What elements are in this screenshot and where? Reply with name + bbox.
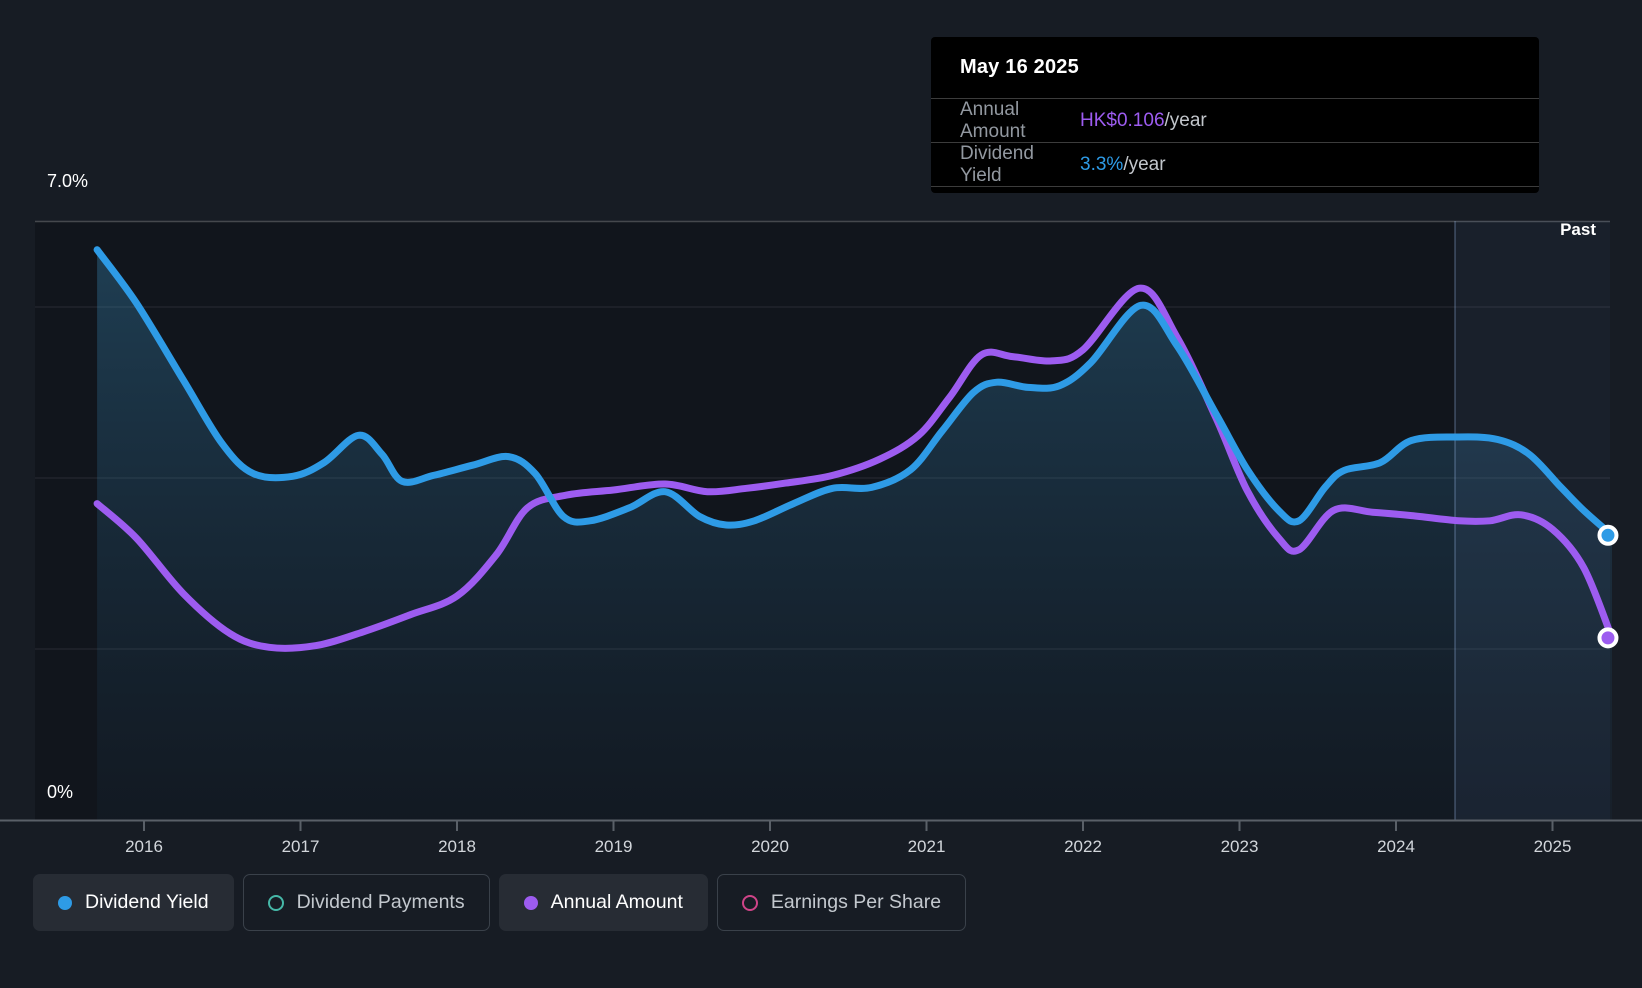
- annual-amount-swatch-icon: [523, 895, 538, 910]
- earnings-per-share-swatch-icon: [741, 894, 758, 911]
- legend-label-dividend-payments: Dividend Payments: [296, 891, 465, 913]
- tooltip-row-annual-amount: Annual Amount HK$0.106 /year: [931, 99, 1539, 143]
- legend-label-earnings-per-share: Earnings Per Share: [770, 891, 942, 913]
- dividend-yield-curve: [93, 246, 1616, 539]
- x-axis-label: 2018: [438, 837, 476, 856]
- legend-item-dividend-payments[interactable]: Dividend Payments: [242, 874, 490, 931]
- y-axis-max-label: 7.0%: [47, 171, 89, 191]
- legend-label-dividend-yield: Dividend Yield: [85, 891, 209, 913]
- y-axis-min-label: 0%: [47, 782, 74, 802]
- tooltip-dividend-yield-label: Dividend Yield: [960, 142, 1034, 186]
- x-axis-label: 2019: [594, 837, 633, 856]
- dividend-yield-area-fill: [97, 249, 1613, 820]
- x-axis-label: 2017: [281, 837, 320, 856]
- tooltip-annual-amount-suffix: /year: [1164, 109, 1207, 131]
- tooltip-date: May 16 2025: [931, 37, 1539, 99]
- dividend-payments-swatch-icon: [267, 894, 284, 911]
- x-axis-label: 2025: [1533, 837, 1572, 856]
- x-axis-ticks: [143, 821, 1554, 831]
- annual-amount-endpoint-marker: [1597, 627, 1619, 649]
- legend-item-earnings-per-share[interactable]: Earnings Per Share: [716, 874, 967, 931]
- dividend-yield-swatch-icon: [58, 895, 72, 910]
- legend-label-annual-amount: Annual Amount: [550, 891, 683, 913]
- x-axis-label: 2020: [751, 837, 789, 856]
- past-label: Past: [1560, 220, 1596, 239]
- x-axis-label: 2023: [1220, 837, 1259, 856]
- x-axis-label: 2021: [907, 837, 946, 856]
- x-axis-label: 2024: [1377, 837, 1415, 856]
- legend-item-annual-amount[interactable]: Annual Amount: [498, 874, 708, 931]
- annual-amount-curve: [93, 284, 1616, 652]
- x-axis-label: 2016: [125, 837, 163, 856]
- tooltip-row-dividend-yield: Dividend Yield 3.3% /year: [931, 143, 1539, 187]
- legend-item-dividend-yield[interactable]: Dividend Yield: [33, 874, 234, 931]
- dividend-yield-endpoint-marker: [1597, 524, 1619, 546]
- tooltip-annual-amount-label: Annual Amount: [960, 98, 1026, 142]
- x-axis-label: 2022: [1064, 837, 1102, 856]
- tooltip-dividend-yield-value: 3.3%: [1080, 153, 1124, 175]
- tooltip-annual-amount-value: HK$0.106: [1080, 109, 1165, 131]
- chart-legend: Dividend Yield Dividend Payments Annual …: [33, 874, 967, 931]
- tooltip-dividend-yield-suffix: /year: [1123, 153, 1166, 175]
- chart-tooltip: May 16 2025 Annual Amount HK$0.106 /year…: [931, 37, 1539, 193]
